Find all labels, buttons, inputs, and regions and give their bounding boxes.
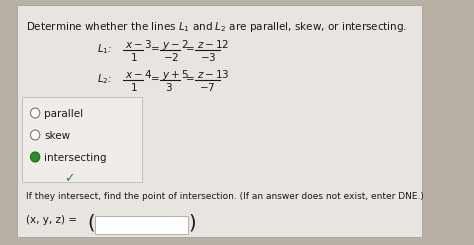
FancyBboxPatch shape — [17, 5, 422, 237]
Text: $L_1$:: $L_1$: — [97, 42, 112, 56]
Text: $=$: $=$ — [183, 72, 195, 82]
Text: $y - 2$: $y - 2$ — [162, 38, 189, 52]
Text: skew: skew — [45, 131, 71, 141]
Text: intersecting: intersecting — [45, 153, 107, 163]
Text: $-3$: $-3$ — [200, 51, 216, 63]
Text: $-2$: $-2$ — [163, 51, 179, 63]
Circle shape — [30, 152, 40, 162]
FancyBboxPatch shape — [95, 216, 188, 234]
Text: $z - 13$: $z - 13$ — [197, 68, 229, 80]
Text: $-7$: $-7$ — [199, 81, 215, 93]
Text: $1$: $1$ — [130, 81, 138, 93]
Text: $y + 5$: $y + 5$ — [162, 68, 189, 82]
Text: $1$: $1$ — [130, 51, 138, 63]
Text: (: ( — [88, 213, 95, 232]
Text: $x - 4$: $x - 4$ — [125, 68, 152, 80]
Text: $=$: $=$ — [148, 72, 160, 82]
Text: $L_2$:: $L_2$: — [97, 72, 112, 86]
Text: ): ) — [189, 213, 196, 232]
Circle shape — [30, 130, 40, 140]
Text: $3$: $3$ — [164, 81, 173, 93]
Text: $=$: $=$ — [183, 42, 195, 52]
Text: Determine whether the lines $L_1$ and $L_2$ are parallel, skew, or intersecting.: Determine whether the lines $L_1$ and $L… — [26, 20, 407, 34]
Text: parallel: parallel — [45, 109, 83, 119]
Text: If they intersect, find the point of intersection. (If an answer does not exist,: If they intersect, find the point of int… — [26, 192, 424, 201]
Text: $=$: $=$ — [148, 42, 160, 52]
Text: (x, y, z) =: (x, y, z) = — [26, 215, 77, 225]
Text: ✓: ✓ — [64, 172, 74, 185]
Text: $z - 12$: $z - 12$ — [197, 38, 229, 50]
FancyBboxPatch shape — [22, 97, 142, 182]
Circle shape — [30, 108, 40, 118]
Text: $x - 3$: $x - 3$ — [125, 38, 152, 50]
